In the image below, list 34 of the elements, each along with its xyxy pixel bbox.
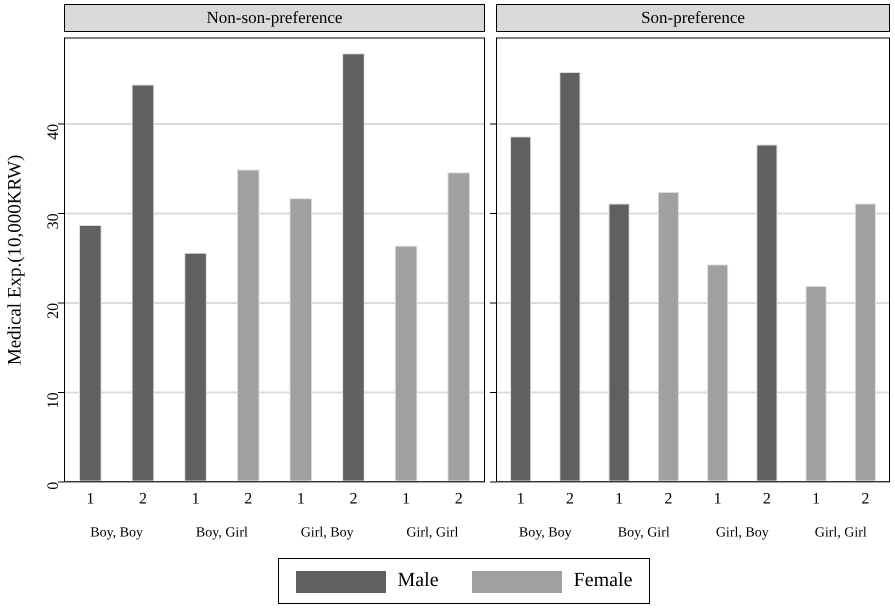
y-tick-label: 10 [45,392,62,408]
x-tick-label: 2 [454,490,463,508]
x-tick-label: 1 [812,490,820,508]
x-tick-label: 2 [566,490,574,508]
text: Girl, Girl [406,525,459,540]
y-axis-title: Medical Exp.(10,000KRW) [4,154,26,366]
text: Girl, Girl [814,525,867,540]
x-tick-label: 2 [244,490,252,508]
y-tick-label: 0 [45,482,62,490]
y-tick-label: 20 [45,302,62,319]
text: Girl, Boy [300,525,354,540]
x-tick-label: 1 [714,490,722,508]
chart-title: Non-son-preference [64,4,485,32]
x-tick-label: 2 [138,490,147,508]
text: Girl, Boy [716,525,769,540]
text: Boy, Girl [618,525,670,540]
text: Boy, Boy [90,525,144,540]
x-tick-label: 2 [349,490,358,508]
legend-label: Female [572,569,632,593]
x-tick-label: 2 [664,490,672,508]
x-tick-label: 2 [861,490,870,508]
text: Boy, Boy [518,525,572,540]
y-tick-label: 30 [45,213,62,230]
x-tick-label: 1 [516,490,525,508]
text: Boy, Girl [196,525,248,540]
x-tick-label: 1 [615,490,624,508]
chart-title: Son-preference [496,4,890,32]
legend-label: Male [396,569,439,593]
x-tick-label: 1 [86,490,94,508]
x-tick-label: 2 [762,490,771,508]
x-tick-label: 1 [192,490,200,508]
x-tick-label: 1 [402,490,410,508]
y-tick-label: 40 [45,124,62,140]
x-tick-label: 1 [296,490,305,508]
